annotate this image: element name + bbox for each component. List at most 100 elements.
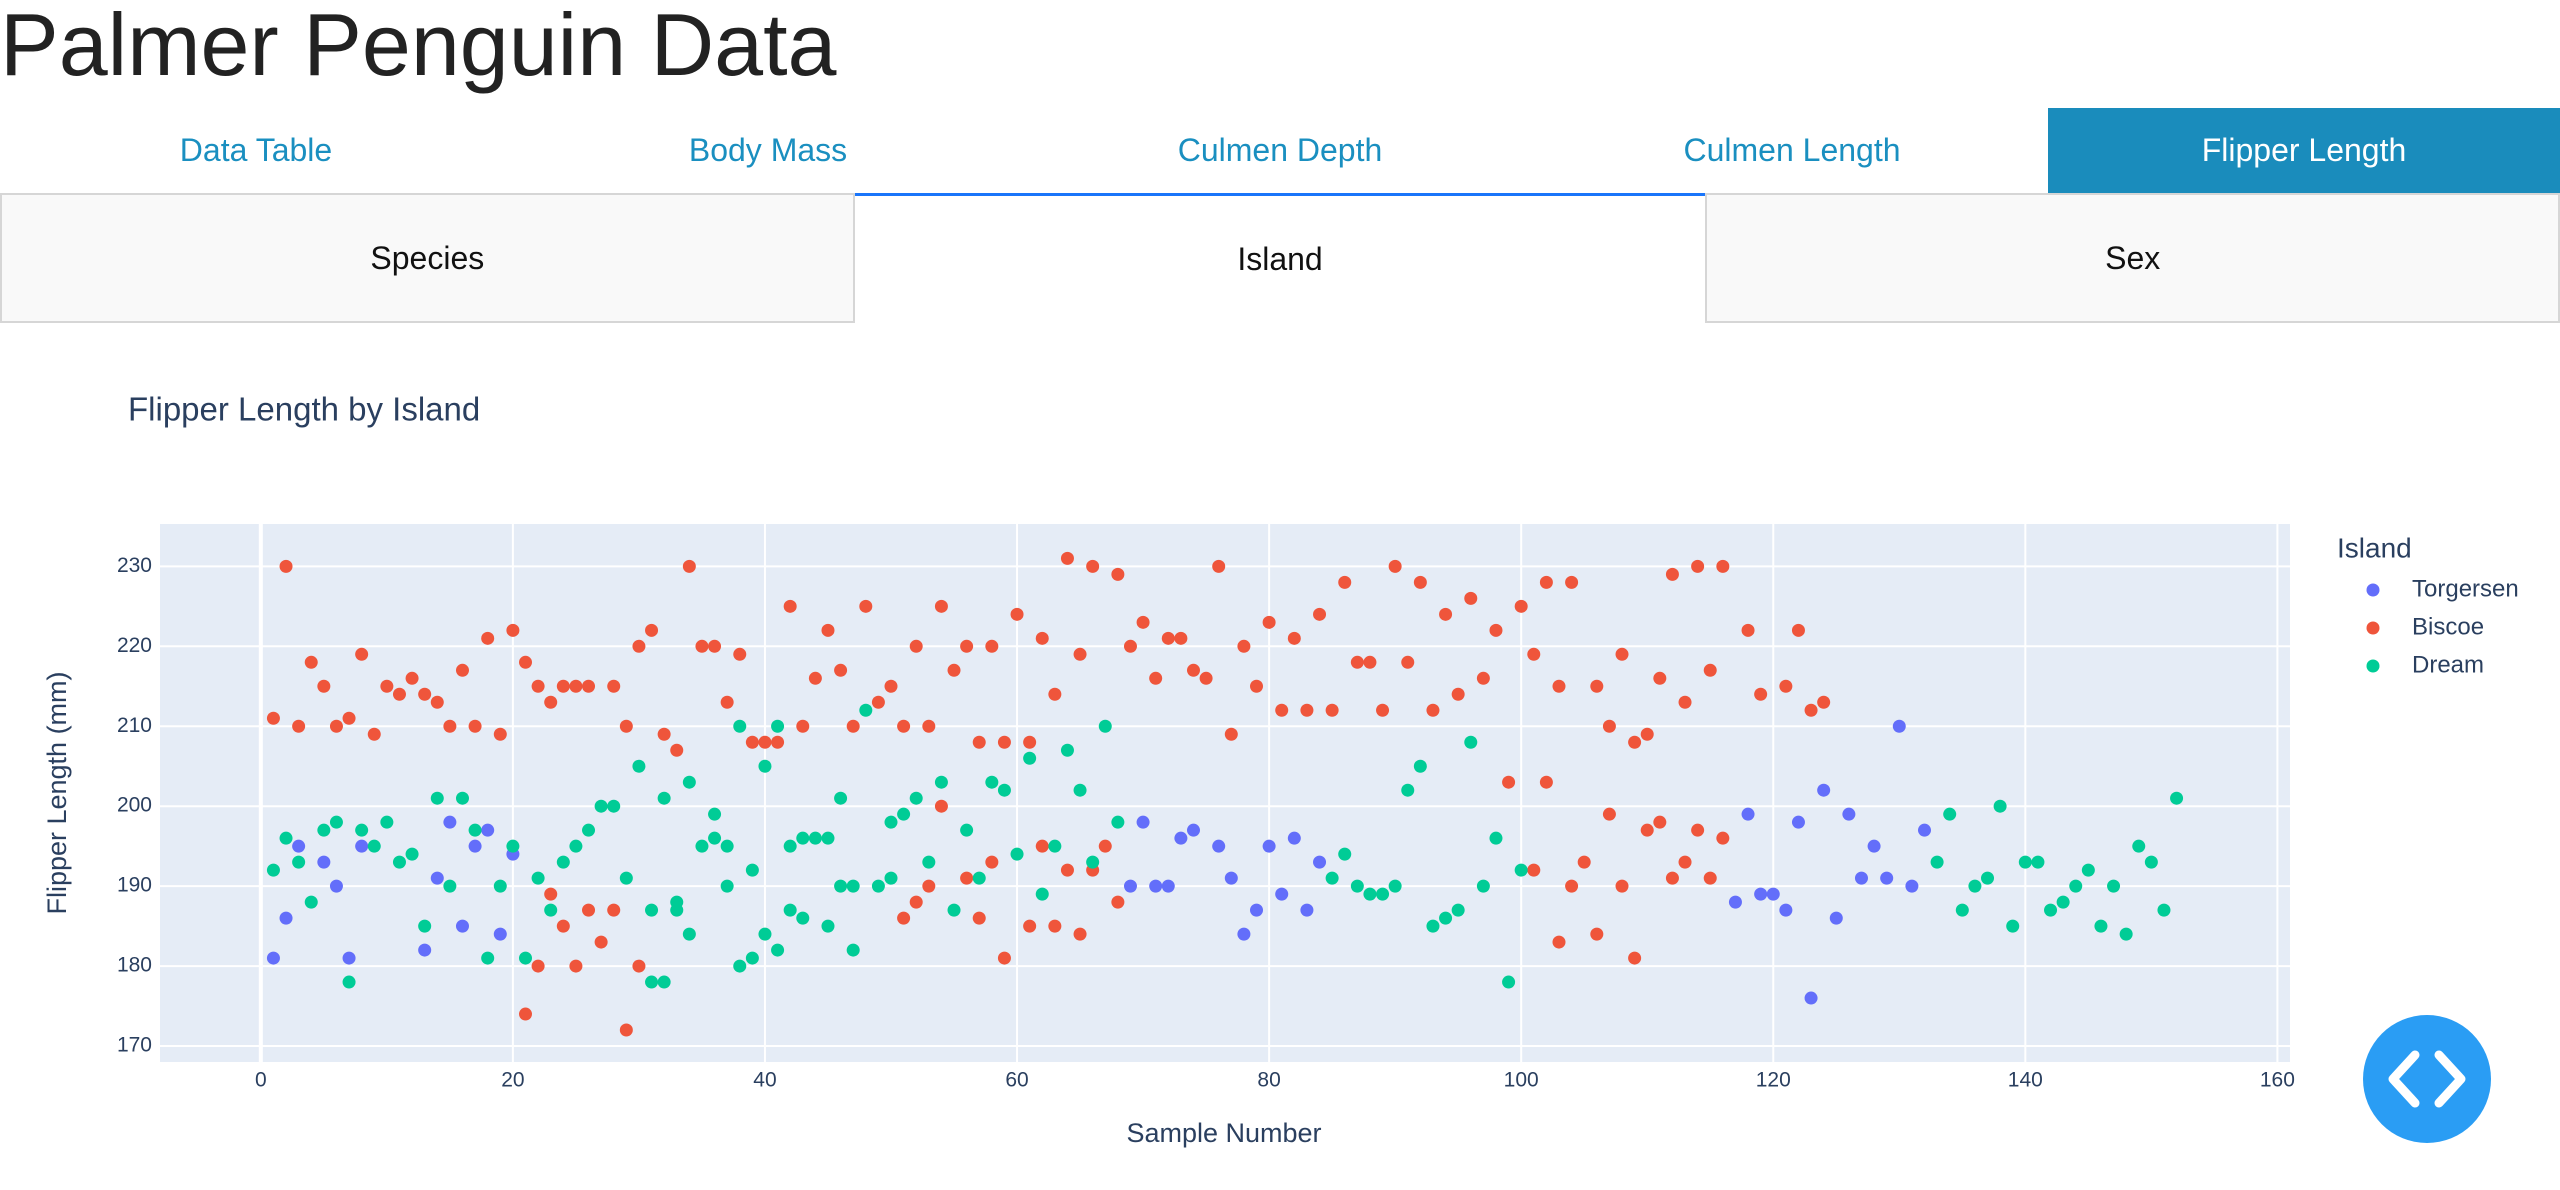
data-point (544, 695, 558, 709)
x-tick-label: 0 (255, 1069, 267, 1092)
data-point (1930, 855, 1944, 869)
data-point (1388, 879, 1402, 893)
data-point (821, 919, 835, 933)
data-point (1716, 831, 1730, 845)
data-point (329, 719, 343, 733)
data-point (1325, 871, 1339, 885)
data-point (430, 695, 444, 709)
data-point (997, 783, 1011, 797)
data-point (657, 791, 671, 805)
data-point (834, 879, 848, 893)
data-point (531, 959, 545, 973)
data-point (682, 559, 696, 573)
data-point (1250, 679, 1264, 693)
data-point (1754, 887, 1768, 901)
data-point (367, 839, 381, 853)
tab[interactable]: Data Table (179, 132, 333, 168)
data-point (1262, 839, 1276, 853)
data-point (720, 839, 734, 853)
data-point (1552, 679, 1566, 693)
data-point (481, 951, 495, 965)
code-button[interactable] (2363, 1015, 2491, 1143)
data-point (1968, 879, 1982, 893)
data-point (468, 719, 482, 733)
data-point (1401, 783, 1415, 797)
data-point (329, 879, 343, 893)
data-point (821, 831, 835, 845)
data-point (1426, 703, 1440, 717)
data-point (355, 839, 369, 853)
data-point (997, 951, 1011, 965)
data-point (355, 647, 369, 661)
data-point (468, 839, 482, 853)
tab-active[interactable]: Flipper Length (2048, 108, 2560, 193)
data-point (1010, 607, 1024, 621)
data-point (645, 975, 659, 989)
data-point (1212, 559, 1226, 573)
data-point (796, 911, 810, 925)
data-point (531, 871, 545, 885)
data-point (922, 719, 936, 733)
data-point (1577, 855, 1591, 869)
data-point (493, 879, 507, 893)
data-point (1098, 719, 1112, 733)
data-point (1527, 863, 1541, 877)
subtab[interactable]: Species (0, 193, 855, 323)
data-point (1376, 887, 1390, 901)
data-point (909, 895, 923, 909)
data-point (443, 879, 457, 893)
data-point (771, 735, 785, 749)
data-point (279, 911, 293, 925)
data-point (960, 871, 974, 885)
data-point (1539, 775, 1553, 789)
data-point (808, 671, 822, 685)
data-point (1224, 727, 1238, 741)
data-point (1035, 631, 1049, 645)
x-tick-label: 100 (1504, 1069, 1539, 1092)
y-tick-label: 200 (117, 794, 152, 817)
data-point (632, 959, 646, 973)
data-point (1728, 895, 1742, 909)
data-point (1804, 703, 1818, 717)
data-point (960, 639, 974, 653)
data-point (481, 823, 495, 837)
data-point (884, 679, 898, 693)
data-point (783, 839, 797, 853)
data-point (682, 927, 696, 941)
data-point (1111, 567, 1125, 581)
x-tick-label: 80 (1257, 1069, 1280, 1092)
data-point (1917, 823, 1931, 837)
data-point (1073, 927, 1087, 941)
data-point (783, 599, 797, 613)
tab[interactable]: Body Mass (688, 132, 848, 168)
chart: Flipper Length by Island Sample Number F… (42, 391, 2519, 1148)
data-point (670, 895, 684, 909)
data-point (1350, 879, 1364, 893)
data-point (405, 671, 419, 685)
data-point (342, 951, 356, 965)
data-point (1287, 831, 1301, 845)
data-point (1741, 623, 1755, 637)
data-point (1098, 839, 1112, 853)
data-point (708, 831, 722, 845)
tab[interactable]: Culmen Depth (1177, 132, 1383, 168)
data-point (871, 695, 885, 709)
subtab[interactable]: Sex (1705, 193, 2560, 323)
data-point (1275, 887, 1289, 901)
data-point (279, 831, 293, 845)
data-point (695, 639, 709, 653)
data-point (594, 935, 608, 949)
data-point (1174, 631, 1188, 645)
data-point (1539, 575, 1553, 589)
data-point (1817, 695, 1831, 709)
subtab-active[interactable]: Island (854, 193, 1706, 323)
tab[interactable]: Culmen Length (1683, 132, 1901, 168)
data-point (1691, 559, 1705, 573)
data-point (1237, 927, 1251, 941)
data-point (1791, 623, 1805, 637)
y-tick-label: 220 (117, 634, 152, 657)
data-point (1602, 807, 1616, 821)
data-point (1287, 631, 1301, 645)
data-point (682, 775, 696, 789)
data-point (1615, 879, 1629, 893)
